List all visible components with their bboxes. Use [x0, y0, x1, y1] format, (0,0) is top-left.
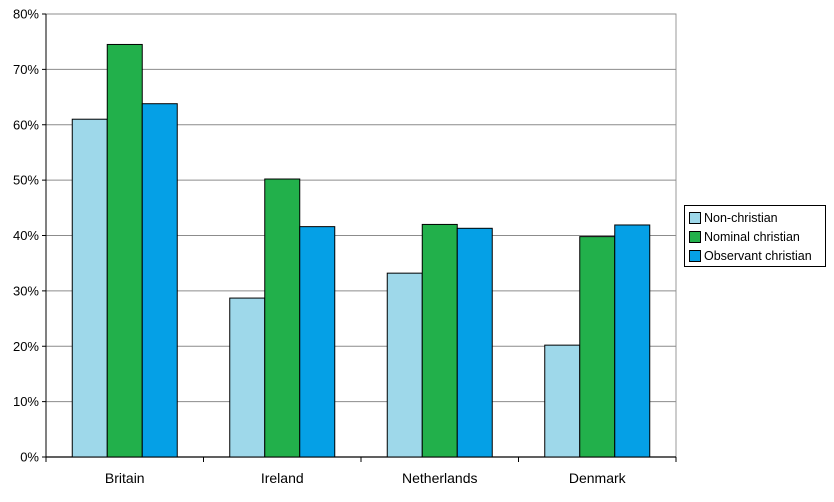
legend-item: Nominal christian [689, 227, 821, 246]
y-tick-label: 70% [13, 62, 39, 77]
bar-nominal-christian [264, 178, 301, 458]
y-tick-label: 30% [13, 283, 39, 298]
x-tick-label: Netherlands [402, 470, 478, 486]
bar-non-christian [71, 118, 108, 458]
x-tick-label: Denmark [569, 470, 627, 486]
bar-non-christian [386, 272, 423, 458]
bar-nominal-christian [106, 43, 143, 458]
x-tick-label: Britain [105, 470, 145, 486]
y-tick-label: 0% [20, 450, 39, 465]
bar-nominal-christian [421, 223, 458, 458]
legend-label: Nominal christian [704, 229, 800, 244]
bar-observant-christian [614, 224, 651, 458]
y-tick-label: 50% [13, 173, 39, 188]
legend: Non-christian Nominal christian Observant … [684, 205, 826, 267]
legend-label: Observant christian [704, 248, 812, 263]
y-tick-label: 10% [13, 394, 39, 409]
legend-item: Non-christian [689, 208, 821, 227]
bar-observant-christian [299, 226, 336, 458]
bar-non-christian [544, 344, 581, 458]
legend-item: Observant christian [689, 246, 821, 265]
legend-swatch [689, 249, 701, 262]
y-tick-label: 20% [13, 339, 39, 354]
legend-label: Non-christian [704, 210, 778, 225]
tick-labels: 0% 10% 20% 30% 40% 50% 60% 70% 80% Britain Ireland… [13, 7, 627, 487]
bars [71, 43, 651, 458]
bar-non-christian [229, 297, 266, 458]
legend-swatch [689, 230, 701, 243]
y-tick-label: 80% [13, 7, 39, 22]
bar-nominal-christian [579, 236, 616, 458]
legend-swatch [689, 211, 701, 224]
bar-observant-christian [456, 227, 493, 458]
y-tick-label: 40% [13, 228, 39, 243]
y-tick-label: 60% [13, 117, 39, 132]
x-tick-label: Ireland [261, 470, 304, 486]
bar-observant-christian [141, 103, 178, 458]
